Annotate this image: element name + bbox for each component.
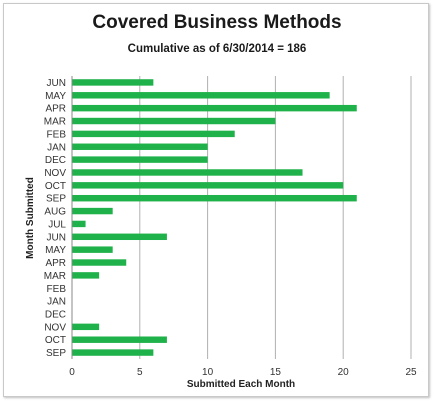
y-tick-label: MAR xyxy=(44,271,66,282)
y-axis-tick-labels: JUNMAYAPRMARFEBJANDECNOVOCTSEPAUGJULJUNM… xyxy=(44,78,67,359)
bar xyxy=(72,130,235,138)
y-tick-label: DEC xyxy=(45,309,66,320)
y-tick-label: SEP xyxy=(46,194,66,205)
y-axis-title: Month Submitted xyxy=(25,177,36,259)
y-tick-label: JUN xyxy=(47,232,66,243)
y-tick-label: OCT xyxy=(45,181,66,192)
x-tick-label: 25 xyxy=(405,367,417,378)
y-tick-label: SEP xyxy=(46,348,66,359)
bar xyxy=(72,182,344,189)
bar xyxy=(72,323,100,331)
y-tick-label: NOV xyxy=(44,322,66,333)
y-tick-label: MAR xyxy=(44,117,66,128)
y-tick-label: APR xyxy=(45,104,66,115)
y-tick-label: MAY xyxy=(45,91,66,102)
bar xyxy=(72,259,127,266)
x-axis-title: Submitted Each Month xyxy=(187,379,295,390)
y-tick-label: JUN xyxy=(47,78,66,89)
y-tick-label: JAN xyxy=(47,297,66,308)
bar xyxy=(72,104,357,112)
y-tick-label: FEB xyxy=(47,284,67,295)
x-tick-label: 0 xyxy=(69,367,75,378)
bar xyxy=(72,336,167,343)
bar xyxy=(72,156,208,163)
bar xyxy=(72,349,154,356)
x-tick-label: 15 xyxy=(270,367,282,378)
y-tick-label: NOV xyxy=(44,168,66,179)
chart-title: Covered Business Methods xyxy=(92,12,341,33)
bar xyxy=(72,220,86,228)
y-tick-label: OCT xyxy=(45,335,66,346)
y-tick-label: JUL xyxy=(48,219,66,230)
bar xyxy=(72,143,208,150)
bar xyxy=(72,117,276,125)
y-tick-label: APR xyxy=(45,258,66,269)
x-tick-label: 10 xyxy=(202,367,214,378)
y-tick-label: DEC xyxy=(45,155,66,166)
bar xyxy=(72,79,154,86)
bar xyxy=(72,272,100,279)
bar xyxy=(72,92,330,99)
bar xyxy=(72,233,167,241)
y-tick-label: AUG xyxy=(44,207,66,218)
y-tick-label: MAY xyxy=(45,245,66,256)
bar xyxy=(72,246,113,253)
bar xyxy=(72,194,357,202)
x-tick-label: 20 xyxy=(338,367,350,378)
chart-subtitle: Cumulative as of 6/30/2014 = 186 xyxy=(128,43,307,55)
x-axis-tick-labels: 0 5 10 15 20 25 xyxy=(69,367,417,378)
bar xyxy=(72,207,113,215)
bar xyxy=(72,169,303,176)
bars xyxy=(72,79,357,356)
y-tick-label: JAN xyxy=(47,142,66,153)
x-tick-label: 5 xyxy=(137,367,143,378)
y-tick-label: FEB xyxy=(47,129,67,140)
